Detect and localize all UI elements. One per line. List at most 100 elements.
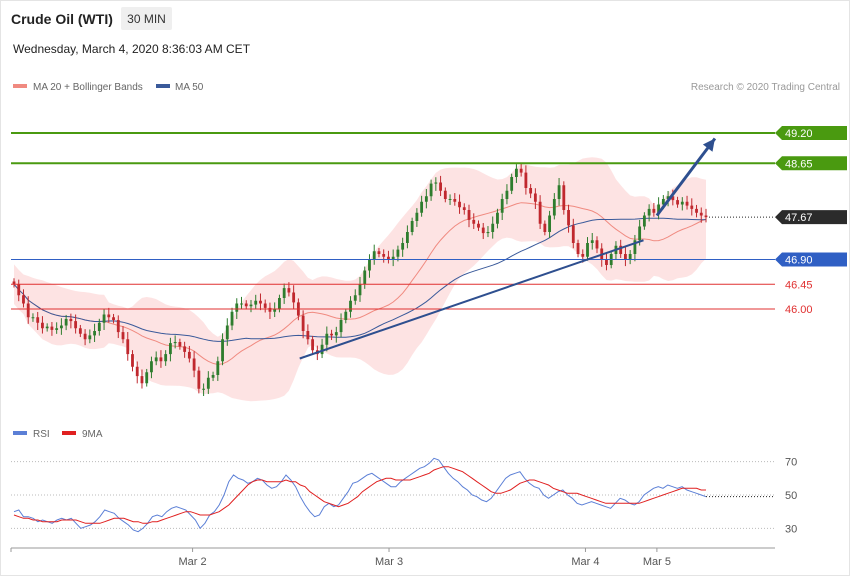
candle xyxy=(202,383,206,397)
candle-body xyxy=(387,256,390,260)
levels-layer: 49.20 48.65 46.90 46.45 46.00 47.67 xyxy=(11,126,847,360)
candle-body xyxy=(524,172,528,188)
rsi-tick-70: 70 xyxy=(785,457,797,469)
candle xyxy=(183,341,187,358)
rsi-tick-50: 50 xyxy=(785,490,797,502)
candle xyxy=(439,175,442,197)
candle xyxy=(221,333,224,366)
candle xyxy=(420,195,424,217)
x-axis-labels: Mar 2 Mar 3 Mar 4 Mar 5 xyxy=(10,548,671,568)
candle xyxy=(500,193,504,221)
candle xyxy=(173,335,177,349)
candle-body xyxy=(273,309,277,312)
legend-rsi-label: RSI xyxy=(33,429,50,440)
candle xyxy=(477,220,480,231)
candle xyxy=(216,356,220,381)
candle xyxy=(344,308,348,324)
candle-body xyxy=(287,288,291,293)
candle xyxy=(514,164,518,183)
candle-body xyxy=(514,168,518,177)
candle-body xyxy=(486,232,490,234)
candle-body xyxy=(510,177,514,191)
candle-body xyxy=(325,333,329,345)
candle-body xyxy=(671,196,675,201)
candle-body xyxy=(410,221,414,232)
candle-body xyxy=(453,199,457,202)
candle-body xyxy=(240,303,243,305)
candle-body xyxy=(415,212,419,221)
candle xyxy=(548,210,552,238)
candle xyxy=(462,203,466,215)
candle-body xyxy=(150,361,153,373)
candle-body xyxy=(562,185,566,210)
candle xyxy=(192,351,196,378)
legend-9ma-label: 9MA xyxy=(82,429,103,440)
candle xyxy=(206,371,210,395)
candle xyxy=(301,310,305,339)
candle-body xyxy=(330,333,333,336)
candle xyxy=(50,321,54,336)
candle-body xyxy=(202,388,206,390)
candle xyxy=(443,187,447,203)
level-label-49.20: 49.20 xyxy=(785,128,813,140)
candle-body xyxy=(55,328,59,330)
candle xyxy=(159,350,163,368)
candle-body xyxy=(624,254,627,260)
candle xyxy=(458,194,461,214)
candle-body xyxy=(41,322,44,329)
rsi-9ma-line xyxy=(13,466,706,524)
candle-body xyxy=(17,284,21,296)
candle-body xyxy=(477,223,480,228)
candle xyxy=(396,245,400,262)
candle-body xyxy=(538,201,542,224)
candle xyxy=(415,208,419,227)
candle-body xyxy=(533,193,537,202)
candle-body xyxy=(567,210,570,226)
candle-body xyxy=(496,212,499,224)
candle xyxy=(116,315,120,339)
candle xyxy=(74,314,78,334)
candle xyxy=(368,254,371,278)
candle xyxy=(401,237,405,257)
candle xyxy=(12,278,16,288)
candle xyxy=(680,197,684,211)
interval-badge[interactable] xyxy=(121,7,172,30)
candle-body xyxy=(83,333,87,340)
candle xyxy=(78,324,82,338)
candle xyxy=(41,316,44,334)
candle-body xyxy=(424,196,428,202)
candle xyxy=(140,369,144,389)
candle-body xyxy=(695,208,698,213)
candle xyxy=(704,208,708,223)
candle-body xyxy=(282,288,286,298)
candle-body xyxy=(74,321,78,329)
candle xyxy=(36,311,40,331)
candle xyxy=(240,296,243,309)
candle xyxy=(273,302,277,318)
candle-body xyxy=(405,232,409,243)
candle xyxy=(538,195,542,230)
legend-9ma-swatch xyxy=(62,431,76,435)
candle-body xyxy=(680,201,684,205)
candle xyxy=(112,313,115,324)
candle-body xyxy=(221,339,224,362)
candle xyxy=(230,307,234,331)
candle-body xyxy=(543,223,547,232)
candle xyxy=(552,193,556,220)
candle xyxy=(557,177,561,206)
candle-body xyxy=(368,259,371,271)
candle xyxy=(605,252,608,271)
ma20-line xyxy=(13,202,707,366)
candle xyxy=(244,300,248,310)
candle xyxy=(529,184,533,199)
candle xyxy=(567,204,570,233)
candle-body xyxy=(254,300,258,305)
candle xyxy=(628,250,632,265)
candle xyxy=(55,322,59,334)
candle-body xyxy=(69,318,73,322)
candle xyxy=(685,195,689,210)
candle-body xyxy=(633,240,637,254)
legend-ma20-swatch xyxy=(13,84,27,88)
candle xyxy=(481,222,485,240)
candle-body xyxy=(140,376,144,384)
